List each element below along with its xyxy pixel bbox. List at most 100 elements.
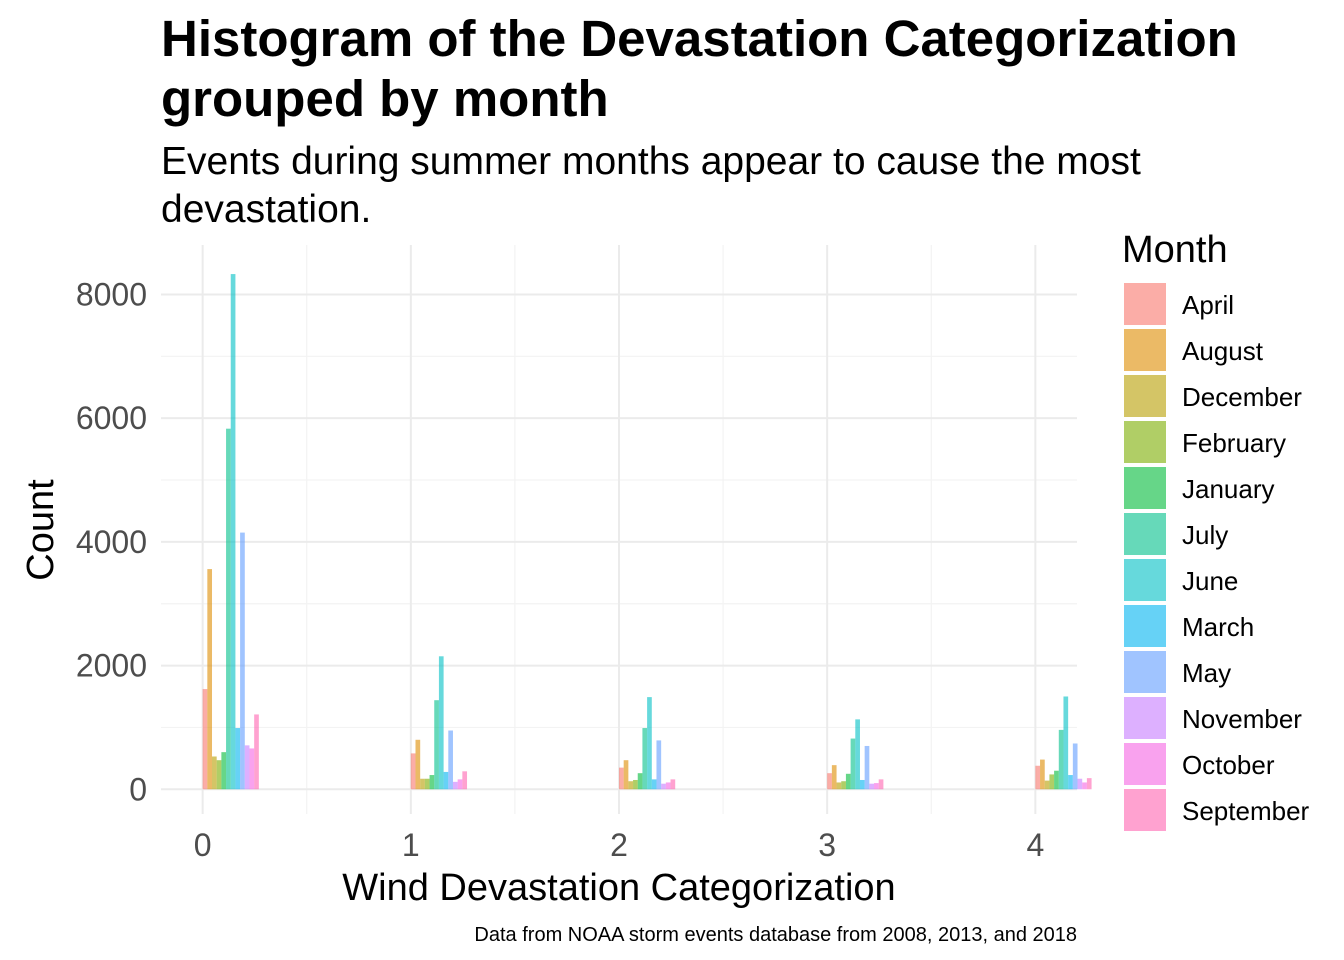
bar-november-2: [661, 783, 666, 790]
bar-december-3: [836, 782, 842, 790]
bar-june-0: [230, 274, 236, 790]
bar-june-2: [647, 697, 652, 790]
bar-november-3: [869, 783, 875, 790]
legend-label-april: April: [1182, 290, 1234, 320]
x-axis-title: Wind Devastation Categorization: [342, 867, 895, 909]
bar-december-4: [1044, 780, 1050, 790]
bar-august-3: [831, 765, 837, 790]
bar-october-2: [665, 782, 671, 790]
legend-key-february: [1124, 421, 1166, 463]
x-tick-label: 1: [402, 827, 420, 863]
bar-august-4: [1040, 759, 1045, 790]
bar-september-4: [1086, 778, 1092, 790]
x-tick-label: 0: [194, 827, 212, 863]
legend-label-august: August: [1182, 336, 1264, 366]
y-tick-label: 8000: [76, 276, 147, 312]
bar-july-1: [434, 700, 439, 790]
bar-july-3: [850, 738, 856, 790]
legend-key-september: [1124, 789, 1166, 831]
bar-july-2: [642, 728, 648, 790]
legend-key-december: [1124, 375, 1166, 417]
bar-march-0: [235, 728, 241, 790]
bar-august-1: [415, 739, 421, 790]
chart-title-line2: grouped by month: [161, 70, 609, 127]
bar-september-0: [254, 714, 259, 790]
chart-subtitle: Events during summer months appear to ca…: [161, 140, 1141, 183]
legend-label-february: February: [1182, 428, 1286, 458]
bar-september-1: [462, 771, 468, 790]
bar-june-1: [438, 656, 444, 790]
bar-may-3: [864, 745, 870, 790]
grid: [161, 245, 1077, 814]
y-tick-label: 0: [129, 771, 147, 807]
bar-april-2: [619, 767, 624, 790]
bar-december-2: [628, 781, 634, 790]
bar-june-3: [855, 719, 860, 790]
y-tick-label: 4000: [76, 524, 147, 560]
bar-january-2: [637, 773, 643, 790]
bar-january-4: [1054, 770, 1059, 790]
bar-august-0: [207, 569, 213, 790]
bar-september-3: [878, 779, 884, 790]
bar-march-2: [651, 779, 657, 790]
bar-may-1: [448, 730, 453, 790]
legend-label-june: June: [1182, 566, 1238, 596]
bar-april-4: [1035, 765, 1041, 790]
legend-label-october: October: [1182, 750, 1275, 780]
bars: [202, 274, 1092, 790]
legend-key-october: [1124, 743, 1166, 785]
legend-key-august: [1124, 329, 1166, 371]
bar-november-0: [244, 745, 250, 790]
bar-january-0: [221, 752, 227, 790]
y-axis-ticks: 0 2000 4000 6000 8000: [76, 276, 147, 807]
x-tick-label: 2: [610, 827, 628, 863]
bar-february-0: [216, 760, 222, 790]
chart-title: Histogram of the Devastation Categorizat…: [161, 10, 1238, 67]
legend-label-july: July: [1182, 520, 1228, 550]
x-tick-label: 4: [1026, 827, 1044, 863]
bar-february-1: [424, 778, 430, 790]
bar-april-0: [202, 689, 208, 790]
legend-key-july: [1124, 513, 1166, 555]
bar-march-1: [443, 771, 449, 790]
y-axis-title: Count: [20, 479, 62, 581]
bar-may-2: [656, 740, 662, 790]
bar-august-2: [623, 760, 629, 790]
bar-april-3: [827, 773, 832, 790]
bar-january-1: [429, 775, 435, 790]
x-axis-ticks: 0 1 2 3 4: [194, 827, 1045, 863]
bar-october-3: [874, 783, 879, 790]
legend: April August December February January July Ju…: [1124, 283, 1310, 831]
legend-label-december: December: [1182, 382, 1302, 412]
legend-key-january: [1124, 467, 1166, 509]
bar-october-4: [1082, 782, 1087, 790]
bar-september-2: [670, 779, 676, 790]
x-tick-label: 3: [818, 827, 836, 863]
legend-key-april: [1124, 283, 1166, 325]
legend-label-march: March: [1182, 612, 1254, 642]
bar-october-1: [457, 779, 463, 790]
bar-february-2: [633, 779, 638, 790]
bar-january-3: [845, 773, 851, 790]
bar-march-3: [859, 779, 865, 790]
y-tick-label: 2000: [76, 648, 147, 684]
bar-march-4: [1068, 775, 1073, 790]
legend-label-may: May: [1182, 658, 1231, 688]
legend-key-november: [1124, 697, 1166, 739]
bar-december-1: [420, 778, 425, 790]
bar-april-1: [410, 753, 416, 790]
y-tick-label: 6000: [76, 400, 147, 436]
bar-july-0: [226, 428, 231, 790]
legend-label-january: January: [1182, 474, 1275, 504]
bar-june-4: [1063, 696, 1069, 790]
bar-november-4: [1077, 778, 1083, 790]
legend-key-june: [1124, 559, 1166, 601]
legend-title: Month: [1122, 229, 1228, 271]
chart-subtitle-line2: devastation.: [161, 188, 371, 231]
legend-key-march: [1124, 605, 1166, 647]
bar-december-0: [212, 756, 217, 790]
bar-november-1: [452, 781, 458, 790]
legend-key-may: [1124, 651, 1166, 693]
bar-may-0: [240, 532, 245, 790]
